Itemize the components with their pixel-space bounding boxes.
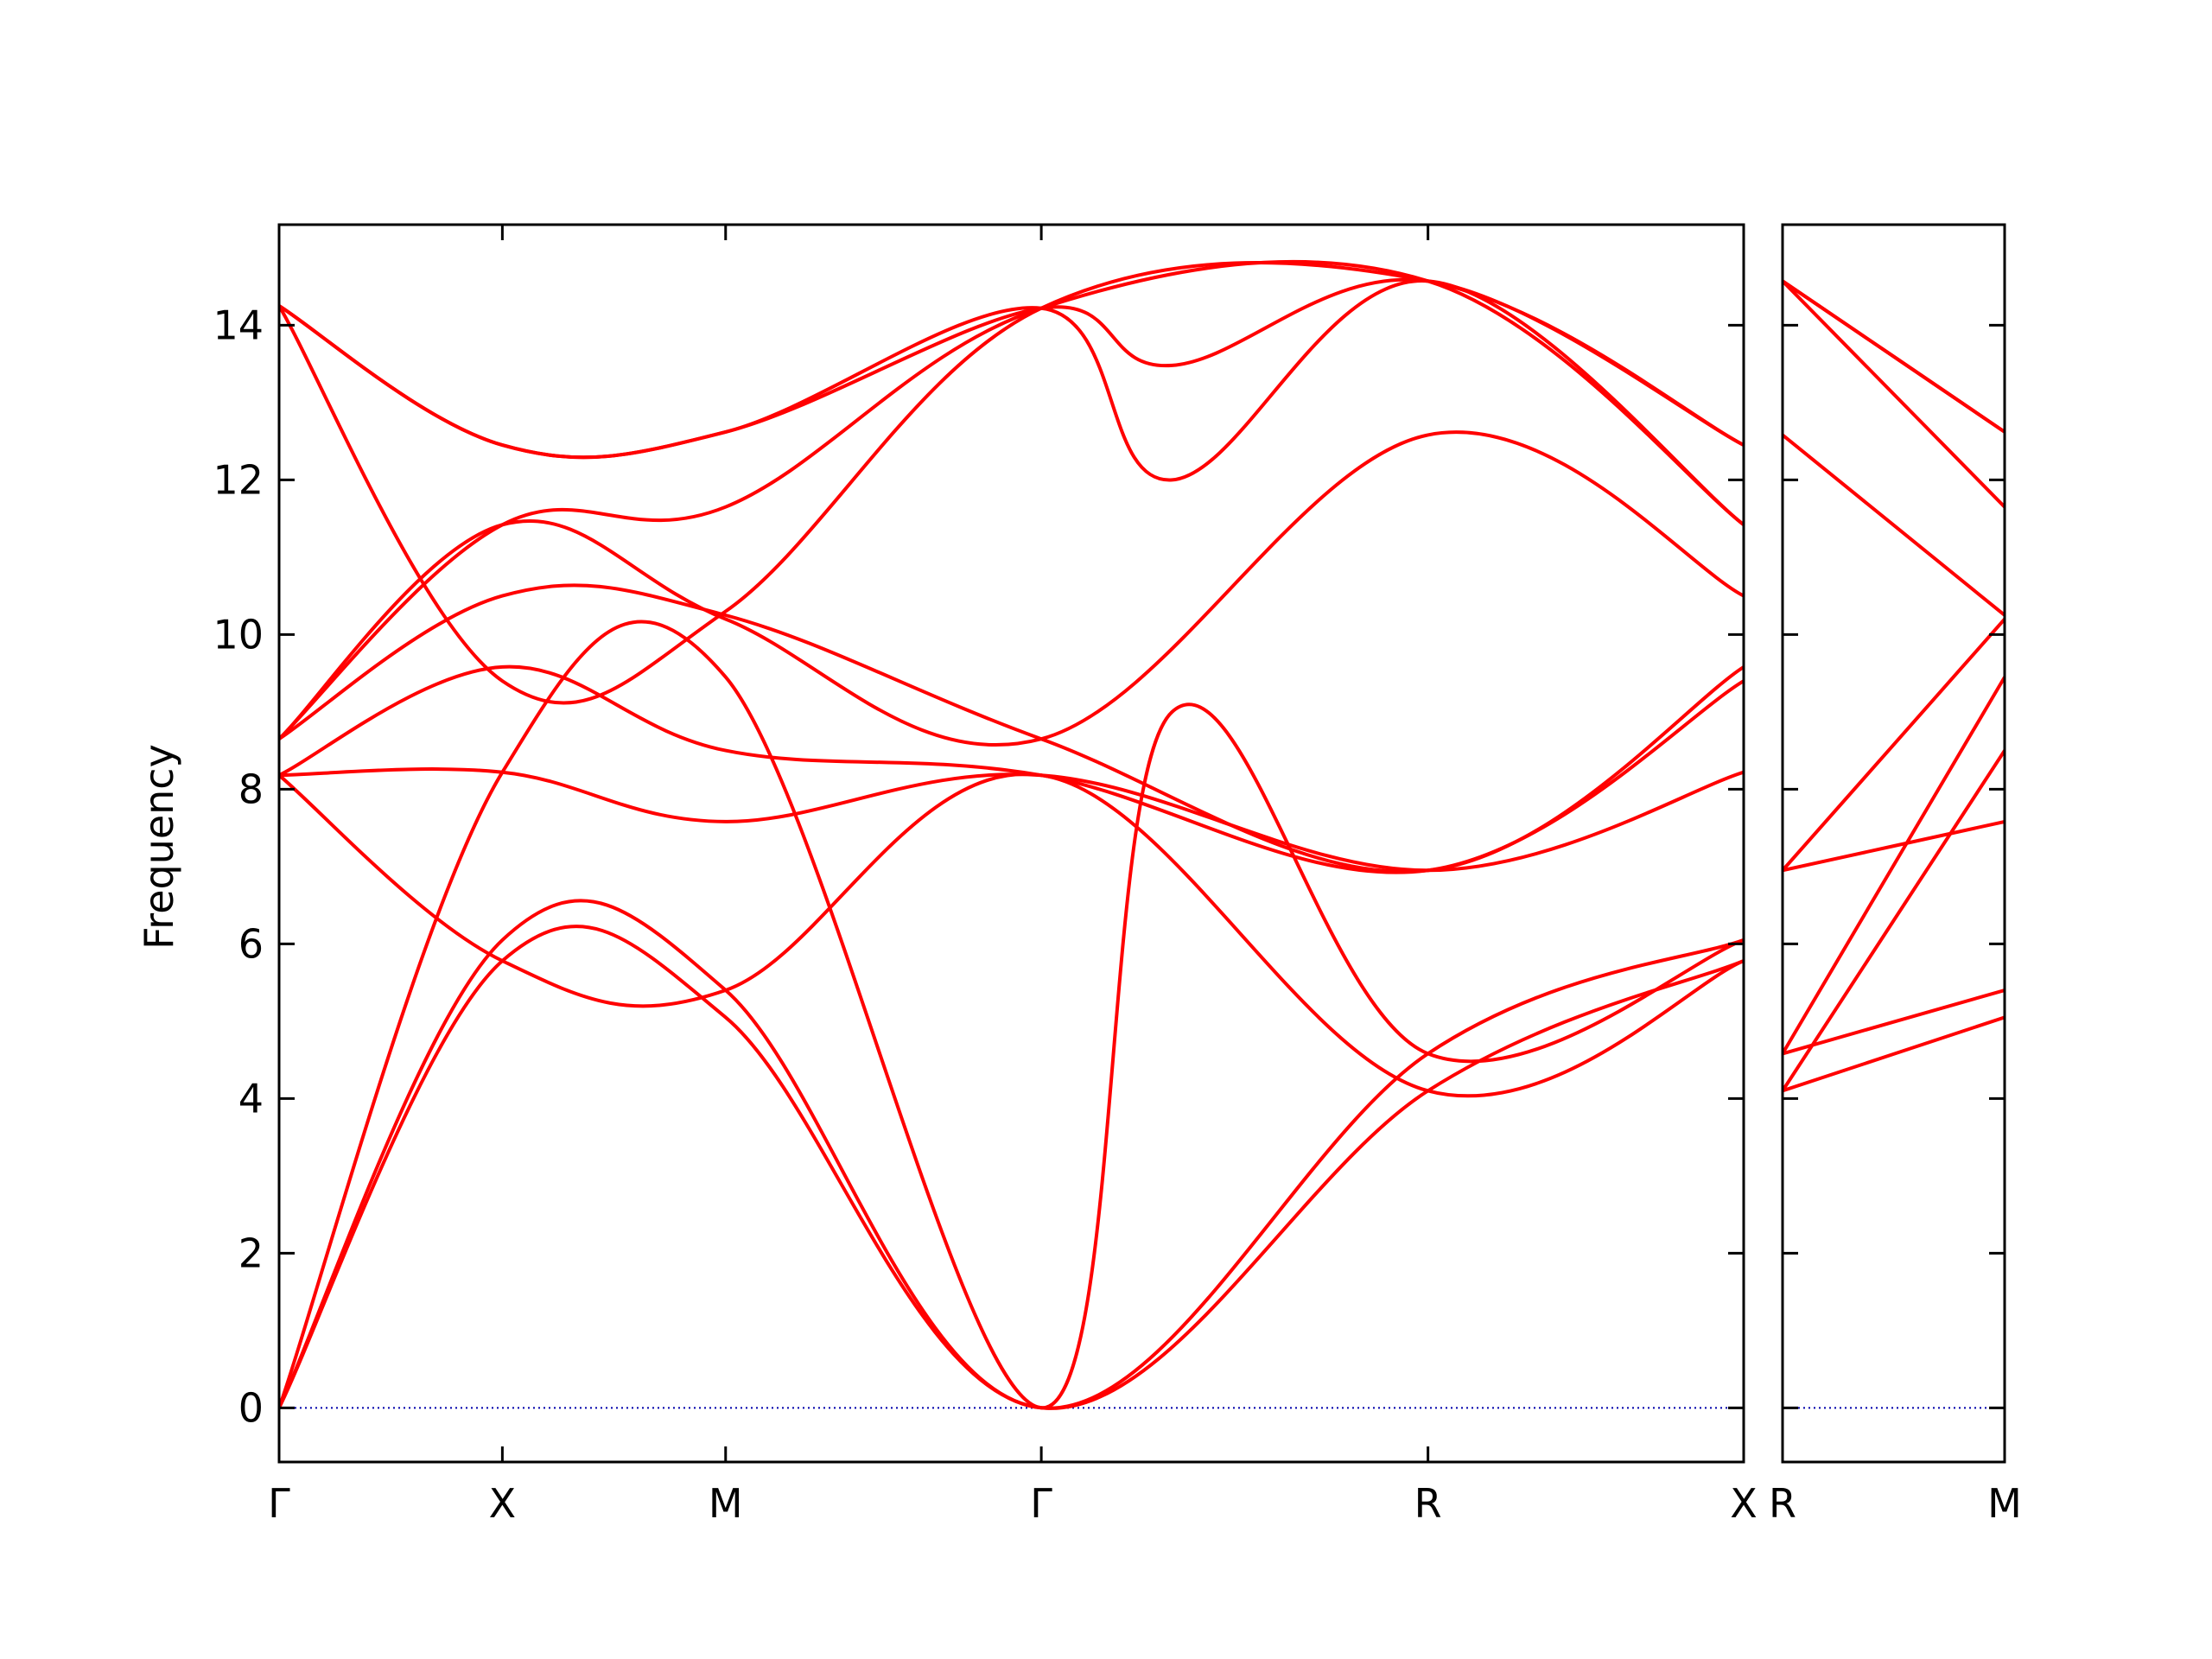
x-tick-label: Γ xyxy=(268,1480,290,1527)
band-line xyxy=(279,767,1744,873)
band-line xyxy=(279,583,1744,874)
band-line xyxy=(279,925,1744,1410)
band-line xyxy=(279,430,1744,747)
band-line xyxy=(1783,1015,2005,1093)
x-tick-label: Γ xyxy=(1030,1480,1052,1527)
y-tick-label: 6 xyxy=(238,920,264,967)
x-tick-label: R xyxy=(1414,1480,1442,1527)
band-line xyxy=(1783,819,2005,873)
band-line xyxy=(279,620,1744,1410)
y-axis-label: Frequency xyxy=(136,744,182,950)
band-group xyxy=(1783,279,2005,1093)
band-line xyxy=(1783,433,2005,617)
y-tick-label: 12 xyxy=(213,456,264,503)
axes-frame xyxy=(1781,223,2006,1464)
band-line xyxy=(1783,676,2005,1055)
x-tick-label: R xyxy=(1769,1480,1796,1527)
y-tick-label: 10 xyxy=(213,611,264,658)
band-line xyxy=(1783,279,2005,509)
y-tick-label: 2 xyxy=(238,1230,264,1276)
y-tick-label: 4 xyxy=(238,1075,264,1122)
x-tick-label: X xyxy=(489,1480,517,1527)
band-group xyxy=(279,259,1744,1410)
band-line xyxy=(1783,988,2005,1056)
x-tick-label: M xyxy=(709,1480,743,1527)
y-tick-label: 14 xyxy=(213,302,264,348)
band-line xyxy=(1783,749,2005,1092)
y-tick-label: 8 xyxy=(238,766,264,812)
band-line xyxy=(279,772,1744,1098)
y-tick-label: 0 xyxy=(238,1384,264,1431)
x-tick-label: M xyxy=(1987,1480,2022,1527)
band-line xyxy=(1783,279,2005,434)
x-tick-label: X xyxy=(1730,1480,1758,1527)
band-line xyxy=(279,261,1744,705)
band-line xyxy=(1783,618,2005,872)
axes-frame xyxy=(277,223,1745,1464)
panel-main: 0 2 4 6 8 10 12 14 Γ X M Γ R X xyxy=(213,223,1758,1527)
band-line xyxy=(279,259,1744,741)
